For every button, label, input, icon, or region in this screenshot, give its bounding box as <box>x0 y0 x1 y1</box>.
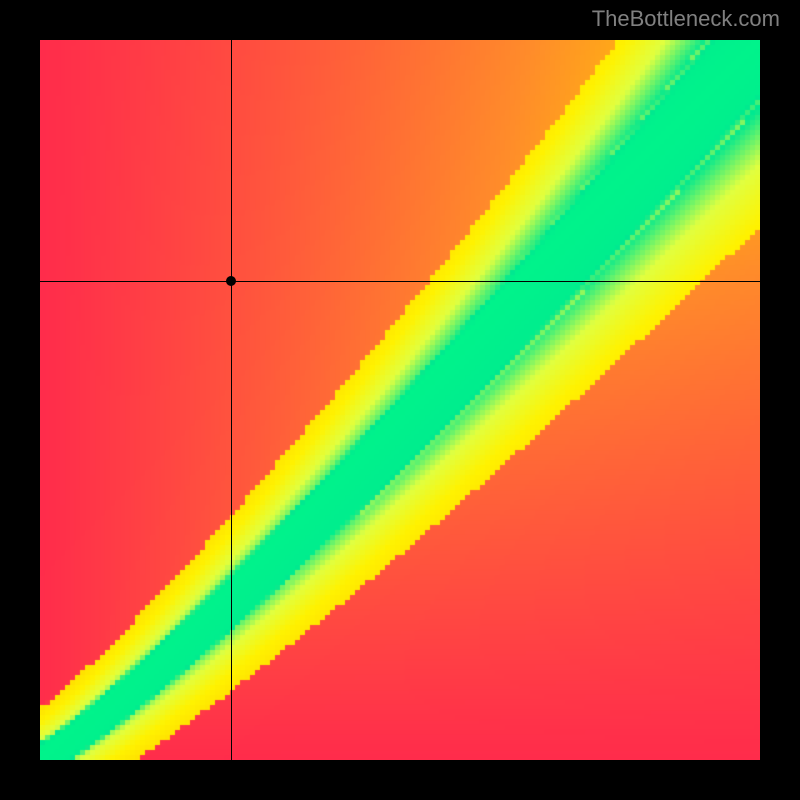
heatmap-chart <box>40 40 760 760</box>
crosshair-horizontal <box>40 281 760 282</box>
crosshair-marker <box>226 276 236 286</box>
heatmap-canvas <box>40 40 760 760</box>
crosshair-vertical <box>231 40 232 760</box>
watermark-text: TheBottleneck.com <box>592 6 780 32</box>
